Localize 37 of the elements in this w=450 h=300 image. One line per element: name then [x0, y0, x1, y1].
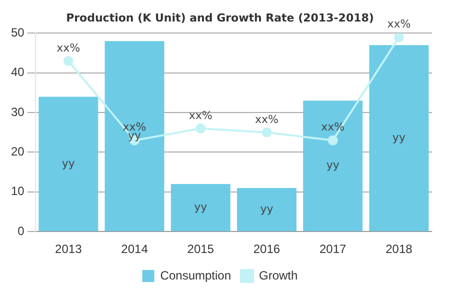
bar [38, 96, 98, 232]
data-label: xx% [387, 18, 411, 31]
y-tick-label: 30 [10, 104, 25, 119]
y-tick-label: 50 [10, 26, 25, 40]
point [262, 127, 272, 138]
x-tick-label: 2017 [319, 242, 347, 256]
x-tick-label: 2015 [187, 242, 214, 256]
point [328, 135, 338, 146]
data-label: yy [62, 156, 76, 170]
bar [236, 188, 296, 232]
data-label: xx% [188, 108, 212, 122]
data-label: yy [260, 202, 274, 216]
y-tick-label: 20 [10, 144, 25, 159]
bar [170, 184, 230, 232]
x-tick-label: 2016 [253, 242, 280, 256]
bar [303, 100, 363, 232]
legend-label: Growth [259, 268, 298, 282]
chart-title: Production (K Unit) and Growth Rate (2013-2018) [66, 11, 374, 24]
y-tick-label: 10 [10, 184, 25, 198]
data-label: xx% [321, 120, 345, 134]
y-tick-label: 40 [10, 65, 25, 80]
data-label: xx% [254, 112, 278, 126]
point [394, 33, 404, 42]
point [63, 56, 74, 66]
data-label: xx% [122, 120, 146, 134]
data-label: yy [326, 158, 340, 172]
data-label: xx% [56, 41, 80, 54]
data-label: yy [194, 200, 208, 214]
y-tick-label: 0 [18, 224, 25, 238]
x-tick-label: 2014 [121, 242, 148, 256]
point [196, 123, 206, 134]
data-label: yy [392, 130, 406, 144]
bar [369, 45, 429, 232]
x-tick-label: 2018 [386, 242, 413, 256]
bar [104, 41, 164, 232]
x-tick-label: 2013 [55, 242, 82, 256]
legend-label: Consumption [160, 268, 232, 282]
